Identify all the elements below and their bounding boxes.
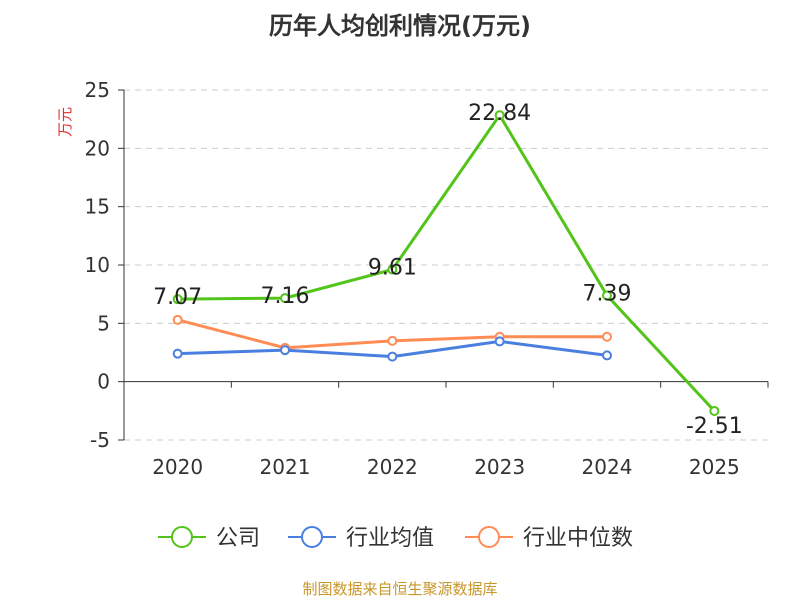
x-tick-label: 2022 [367, 455, 418, 479]
data-point [387, 264, 398, 275]
data-point [494, 336, 505, 347]
y-tick-label: 5 [97, 311, 110, 335]
legend-label: 行业均值 [346, 526, 434, 551]
series-line [177, 112, 716, 412]
legend-label: 公司 [216, 526, 260, 551]
data-label: 7.16 [261, 284, 310, 309]
x-tick-label: 2020 [152, 455, 203, 479]
y-tick-label: 25 [85, 78, 110, 102]
data-label: -2.51 [686, 414, 743, 439]
data-point [602, 350, 612, 361]
data-point [280, 293, 290, 304]
y-axis-label: 万元 [56, 107, 74, 137]
legend-marker [171, 526, 193, 548]
data-source-note: 制图数据来自恒生聚源数据库 [302, 580, 498, 598]
data-point [172, 294, 183, 305]
x-tick-label: 2021 [260, 455, 311, 479]
data-point [280, 345, 290, 356]
data-label: 7.07 [153, 285, 202, 310]
y-tick-label: 20 [85, 136, 110, 160]
data-label: 9.61 [368, 256, 417, 281]
x-tick-label: 2025 [689, 455, 740, 479]
data-point [602, 290, 612, 301]
data-point [387, 351, 398, 362]
legend-marker [478, 526, 500, 548]
data-point [709, 405, 720, 416]
data-label: 7.39 [583, 281, 632, 306]
data-point [387, 335, 398, 346]
x-tick-label: 2024 [582, 455, 633, 479]
data-point [602, 331, 612, 342]
y-tick-label: 0 [97, 370, 110, 394]
x-tick-label: 2023 [474, 455, 525, 479]
data-label: 22.84 [468, 101, 531, 126]
legend-marker [301, 526, 323, 548]
legend-label: 行业中位数 [523, 526, 633, 551]
y-tick-label: 10 [85, 253, 110, 277]
chart-title: 历年人均创利情况(万元) [269, 12, 531, 40]
data-point [172, 314, 183, 325]
y-tick-label: -5 [90, 428, 110, 452]
data-point [172, 348, 183, 359]
data-point [494, 110, 505, 121]
y-tick-label: 15 [85, 195, 110, 219]
